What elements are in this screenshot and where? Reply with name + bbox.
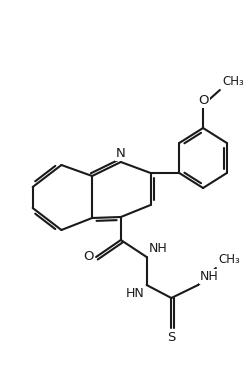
Text: O: O <box>198 94 208 107</box>
Text: CH₃: CH₃ <box>223 75 244 88</box>
Text: CH₃: CH₃ <box>218 253 240 266</box>
Text: O: O <box>84 250 94 263</box>
Text: NH: NH <box>200 270 219 283</box>
Text: N: N <box>116 147 126 160</box>
Text: NH: NH <box>148 242 167 255</box>
Text: S: S <box>167 331 175 344</box>
Text: HN: HN <box>126 287 144 300</box>
